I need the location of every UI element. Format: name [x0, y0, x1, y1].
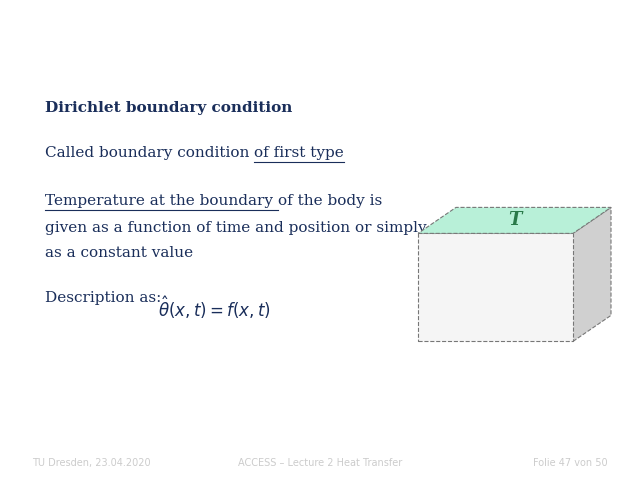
Polygon shape — [485, 33, 514, 55]
Text: Folie 47 von 50: Folie 47 von 50 — [533, 458, 608, 468]
Text: of the body is: of the body is — [278, 194, 382, 208]
Text: TU Dresden, 23.04.2020: TU Dresden, 23.04.2020 — [32, 458, 150, 468]
Text: Description as:: Description as: — [45, 291, 161, 305]
Text: BAUKLIMATIK: BAUKLIMATIK — [526, 39, 585, 48]
Polygon shape — [418, 233, 573, 341]
Text: NST TUT FÜR: NST TUT FÜR — [526, 15, 583, 24]
Polygon shape — [573, 207, 611, 341]
Polygon shape — [485, 7, 514, 33]
Text: $\hat{\theta}(x,t) = f(x,t)$: $\hat{\theta}(x,t) = f(x,t)$ — [158, 294, 271, 321]
Text: T: T — [508, 211, 521, 229]
Text: ACCESS – Lecture 2 Heat Transfer: ACCESS – Lecture 2 Heat Transfer — [238, 458, 402, 468]
Text: Called boundary condition: Called boundary condition — [45, 146, 254, 160]
Text: Temperature at the boundary: Temperature at the boundary — [45, 194, 278, 208]
Polygon shape — [418, 207, 611, 233]
Text: given as a function of time and position or simply: given as a function of time and position… — [45, 221, 427, 235]
Text: as a constant value: as a constant value — [45, 246, 193, 260]
Text: Boundary Conditions: Boundary Conditions — [19, 19, 315, 43]
Text: of first type: of first type — [254, 146, 344, 160]
Text: Dirichlet boundary condition: Dirichlet boundary condition — [45, 101, 292, 115]
